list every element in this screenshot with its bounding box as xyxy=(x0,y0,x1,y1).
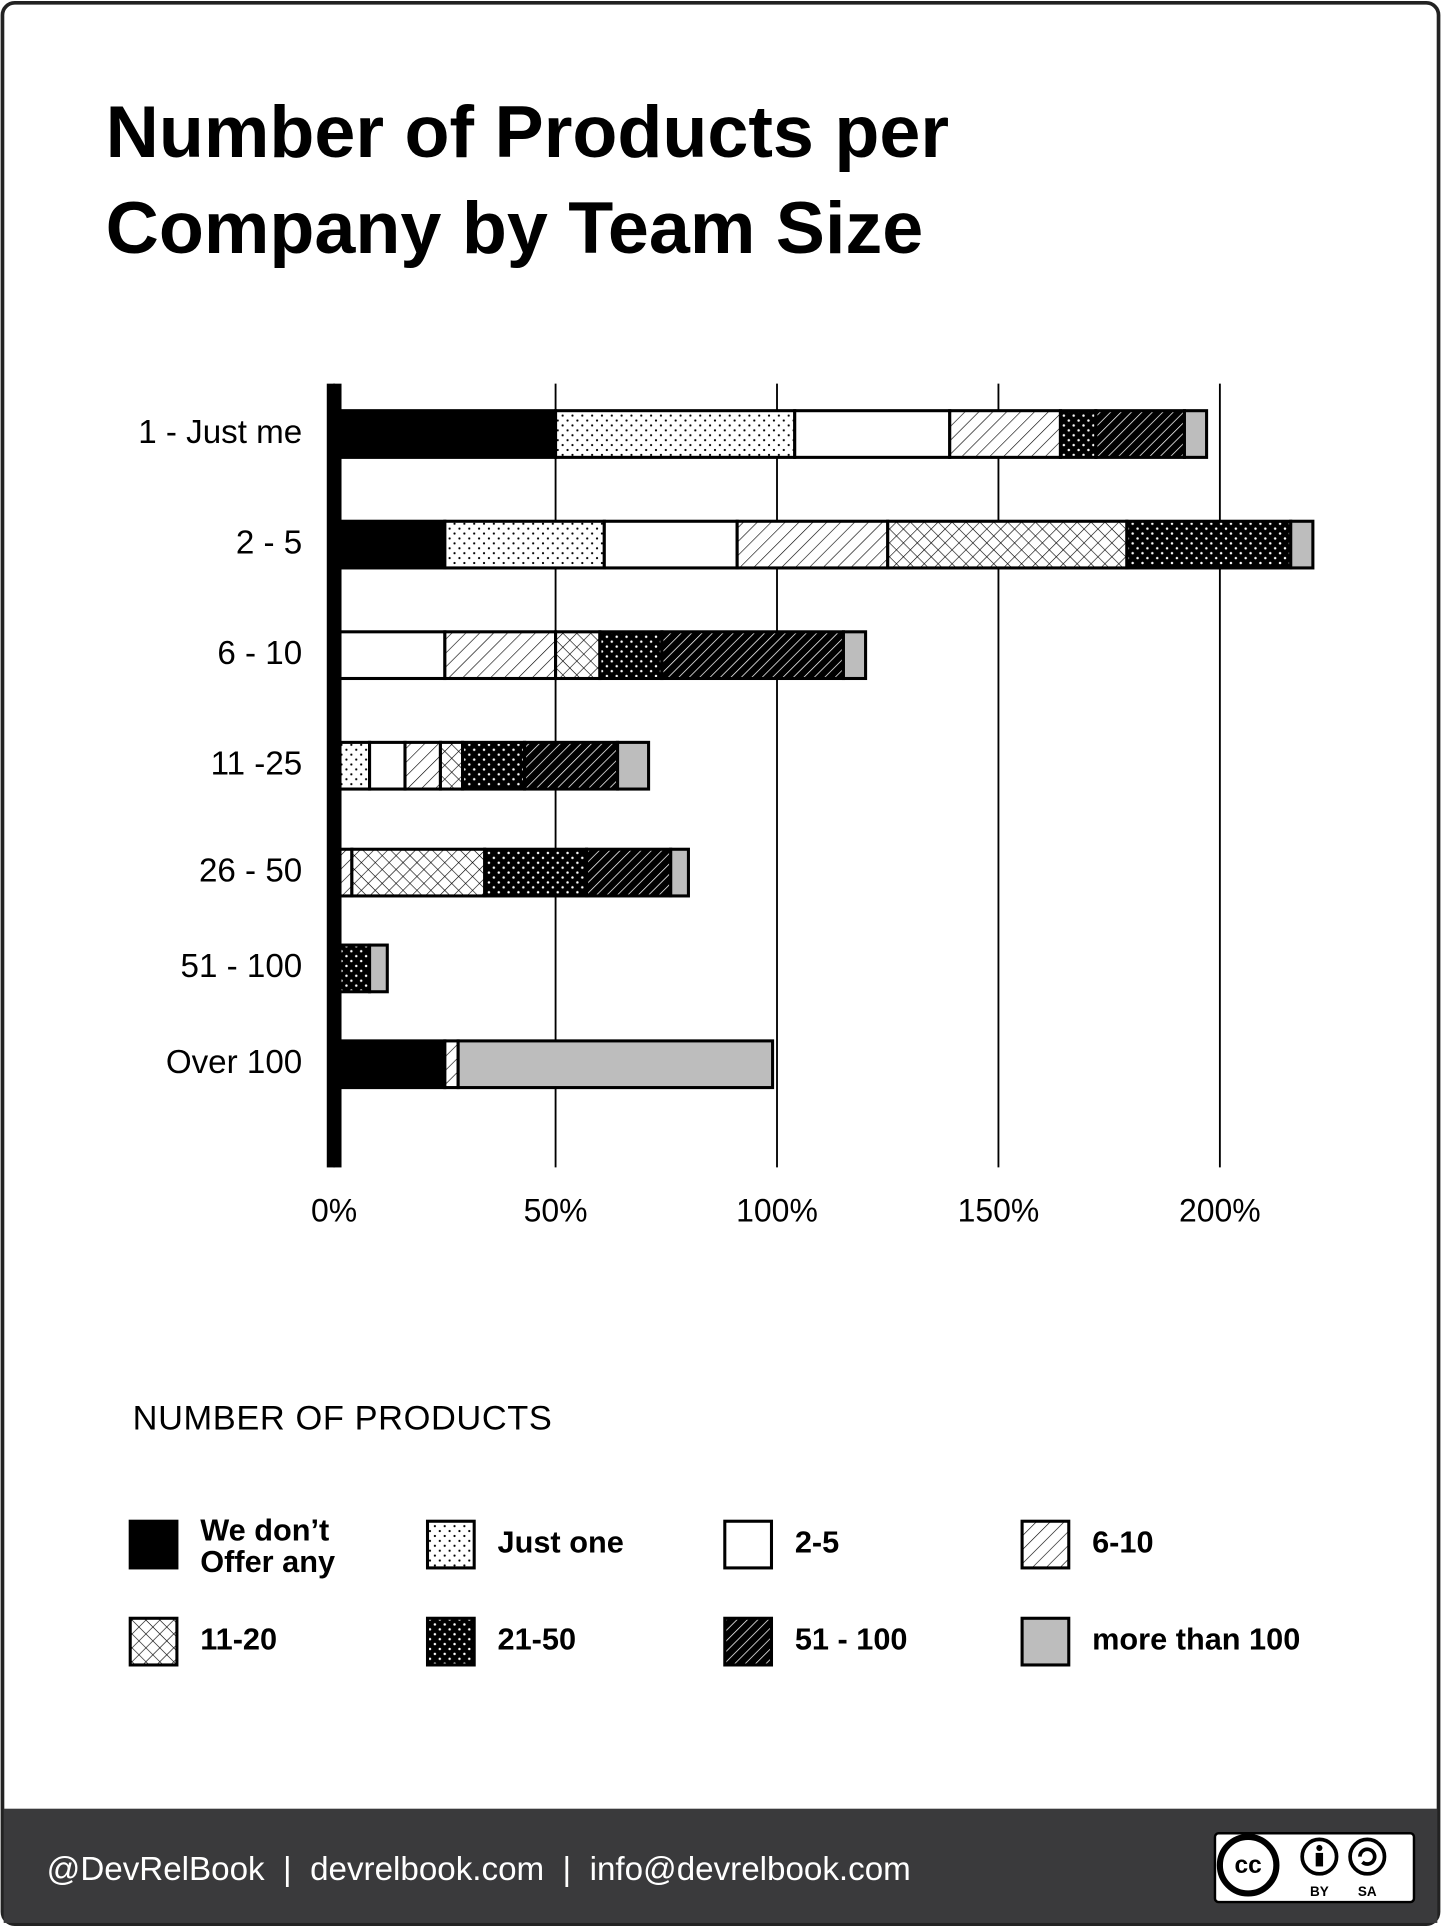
legend-label: 6-10 xyxy=(1092,1525,1153,1560)
footer-text: @DevRelBook | devrelbook.com | info@devr… xyxy=(47,1851,911,1888)
chart-title: Number of Products per Company by Team Si… xyxy=(106,90,949,269)
legend-label: 11-20 xyxy=(200,1622,277,1657)
bar-segment xyxy=(461,740,527,791)
bar-segment xyxy=(332,519,447,570)
y-tick-label: Over 100 xyxy=(166,1044,302,1081)
bar-segment xyxy=(523,740,620,791)
legend-title: NUMBER OF PRODUCTS xyxy=(133,1400,553,1438)
bar-segment xyxy=(350,847,487,898)
legend-label: We don’t Offer any xyxy=(200,1512,335,1579)
x-tick-label: 200% xyxy=(1179,1192,1261,1228)
bar-segment xyxy=(332,1039,447,1090)
bar-segment xyxy=(948,409,1062,459)
license-label: BY xyxy=(1310,1884,1329,1899)
legend-swatch xyxy=(425,1616,476,1667)
legend-swatch xyxy=(128,1519,179,1570)
footer-band xyxy=(3,1808,1438,1923)
bar-segment xyxy=(368,740,407,791)
y-tick-label: 11 -25 xyxy=(211,745,303,782)
y-tick-label: 51 - 100 xyxy=(181,948,303,985)
license-label: SA xyxy=(1358,1884,1377,1899)
bar-segment xyxy=(554,409,797,459)
x-tick-label: 0% xyxy=(311,1192,357,1228)
legend-swatch xyxy=(1020,1519,1071,1570)
bar-segment xyxy=(443,630,558,681)
bar-segment xyxy=(1058,409,1098,459)
bar-segment xyxy=(1094,409,1186,459)
bar-segment xyxy=(735,519,890,570)
legend-swatch xyxy=(1020,1616,1071,1667)
bar-segment xyxy=(438,740,465,791)
license-badge: cc BY SA xyxy=(1213,1832,1416,1904)
bar-segment xyxy=(443,1039,460,1090)
bar-segment xyxy=(841,630,868,681)
legend-swatch xyxy=(723,1616,774,1667)
y-tick-label: 1 - Just me xyxy=(138,414,302,451)
svg-text:cc: cc xyxy=(1234,1852,1261,1879)
bar-segment xyxy=(669,847,690,898)
bar-segment xyxy=(602,519,739,570)
y-tick-label: 26 - 50 xyxy=(199,852,302,889)
bar-segment xyxy=(332,630,447,681)
bar-segment xyxy=(403,740,442,791)
bar-segment xyxy=(585,847,673,898)
legend-label: more than 100 xyxy=(1092,1622,1300,1657)
bar-segment xyxy=(1125,519,1293,570)
x-tick-label: 100% xyxy=(736,1192,818,1228)
legend-swatch xyxy=(128,1616,179,1667)
legend-label: 2-5 xyxy=(795,1525,839,1560)
bar-segment xyxy=(598,630,664,681)
legend-label: Just one xyxy=(498,1525,624,1560)
x-tick-label: 50% xyxy=(524,1192,588,1228)
y-tick-label: 6 - 10 xyxy=(217,635,302,672)
bar-segment xyxy=(886,519,1129,570)
bar-segment xyxy=(660,630,845,681)
bar-segment xyxy=(332,409,558,459)
legend-label: 21-50 xyxy=(498,1622,577,1657)
value-axis xyxy=(326,383,342,1168)
bar-segment xyxy=(554,630,602,681)
legend-swatch xyxy=(425,1519,476,1570)
bar-segment xyxy=(793,409,952,459)
bar-segment xyxy=(456,1039,775,1090)
bar-segment xyxy=(443,519,606,570)
bar-segment xyxy=(1182,409,1209,459)
bar-segment xyxy=(1289,519,1315,570)
legend-label: 51 - 100 xyxy=(795,1622,908,1657)
bar-segment xyxy=(368,943,389,994)
bar-segment xyxy=(616,740,651,791)
y-tick-label: 2 - 5 xyxy=(236,524,302,561)
bar-segment xyxy=(483,847,589,898)
legend-swatch xyxy=(723,1519,774,1570)
x-tick-label: 150% xyxy=(958,1192,1040,1228)
